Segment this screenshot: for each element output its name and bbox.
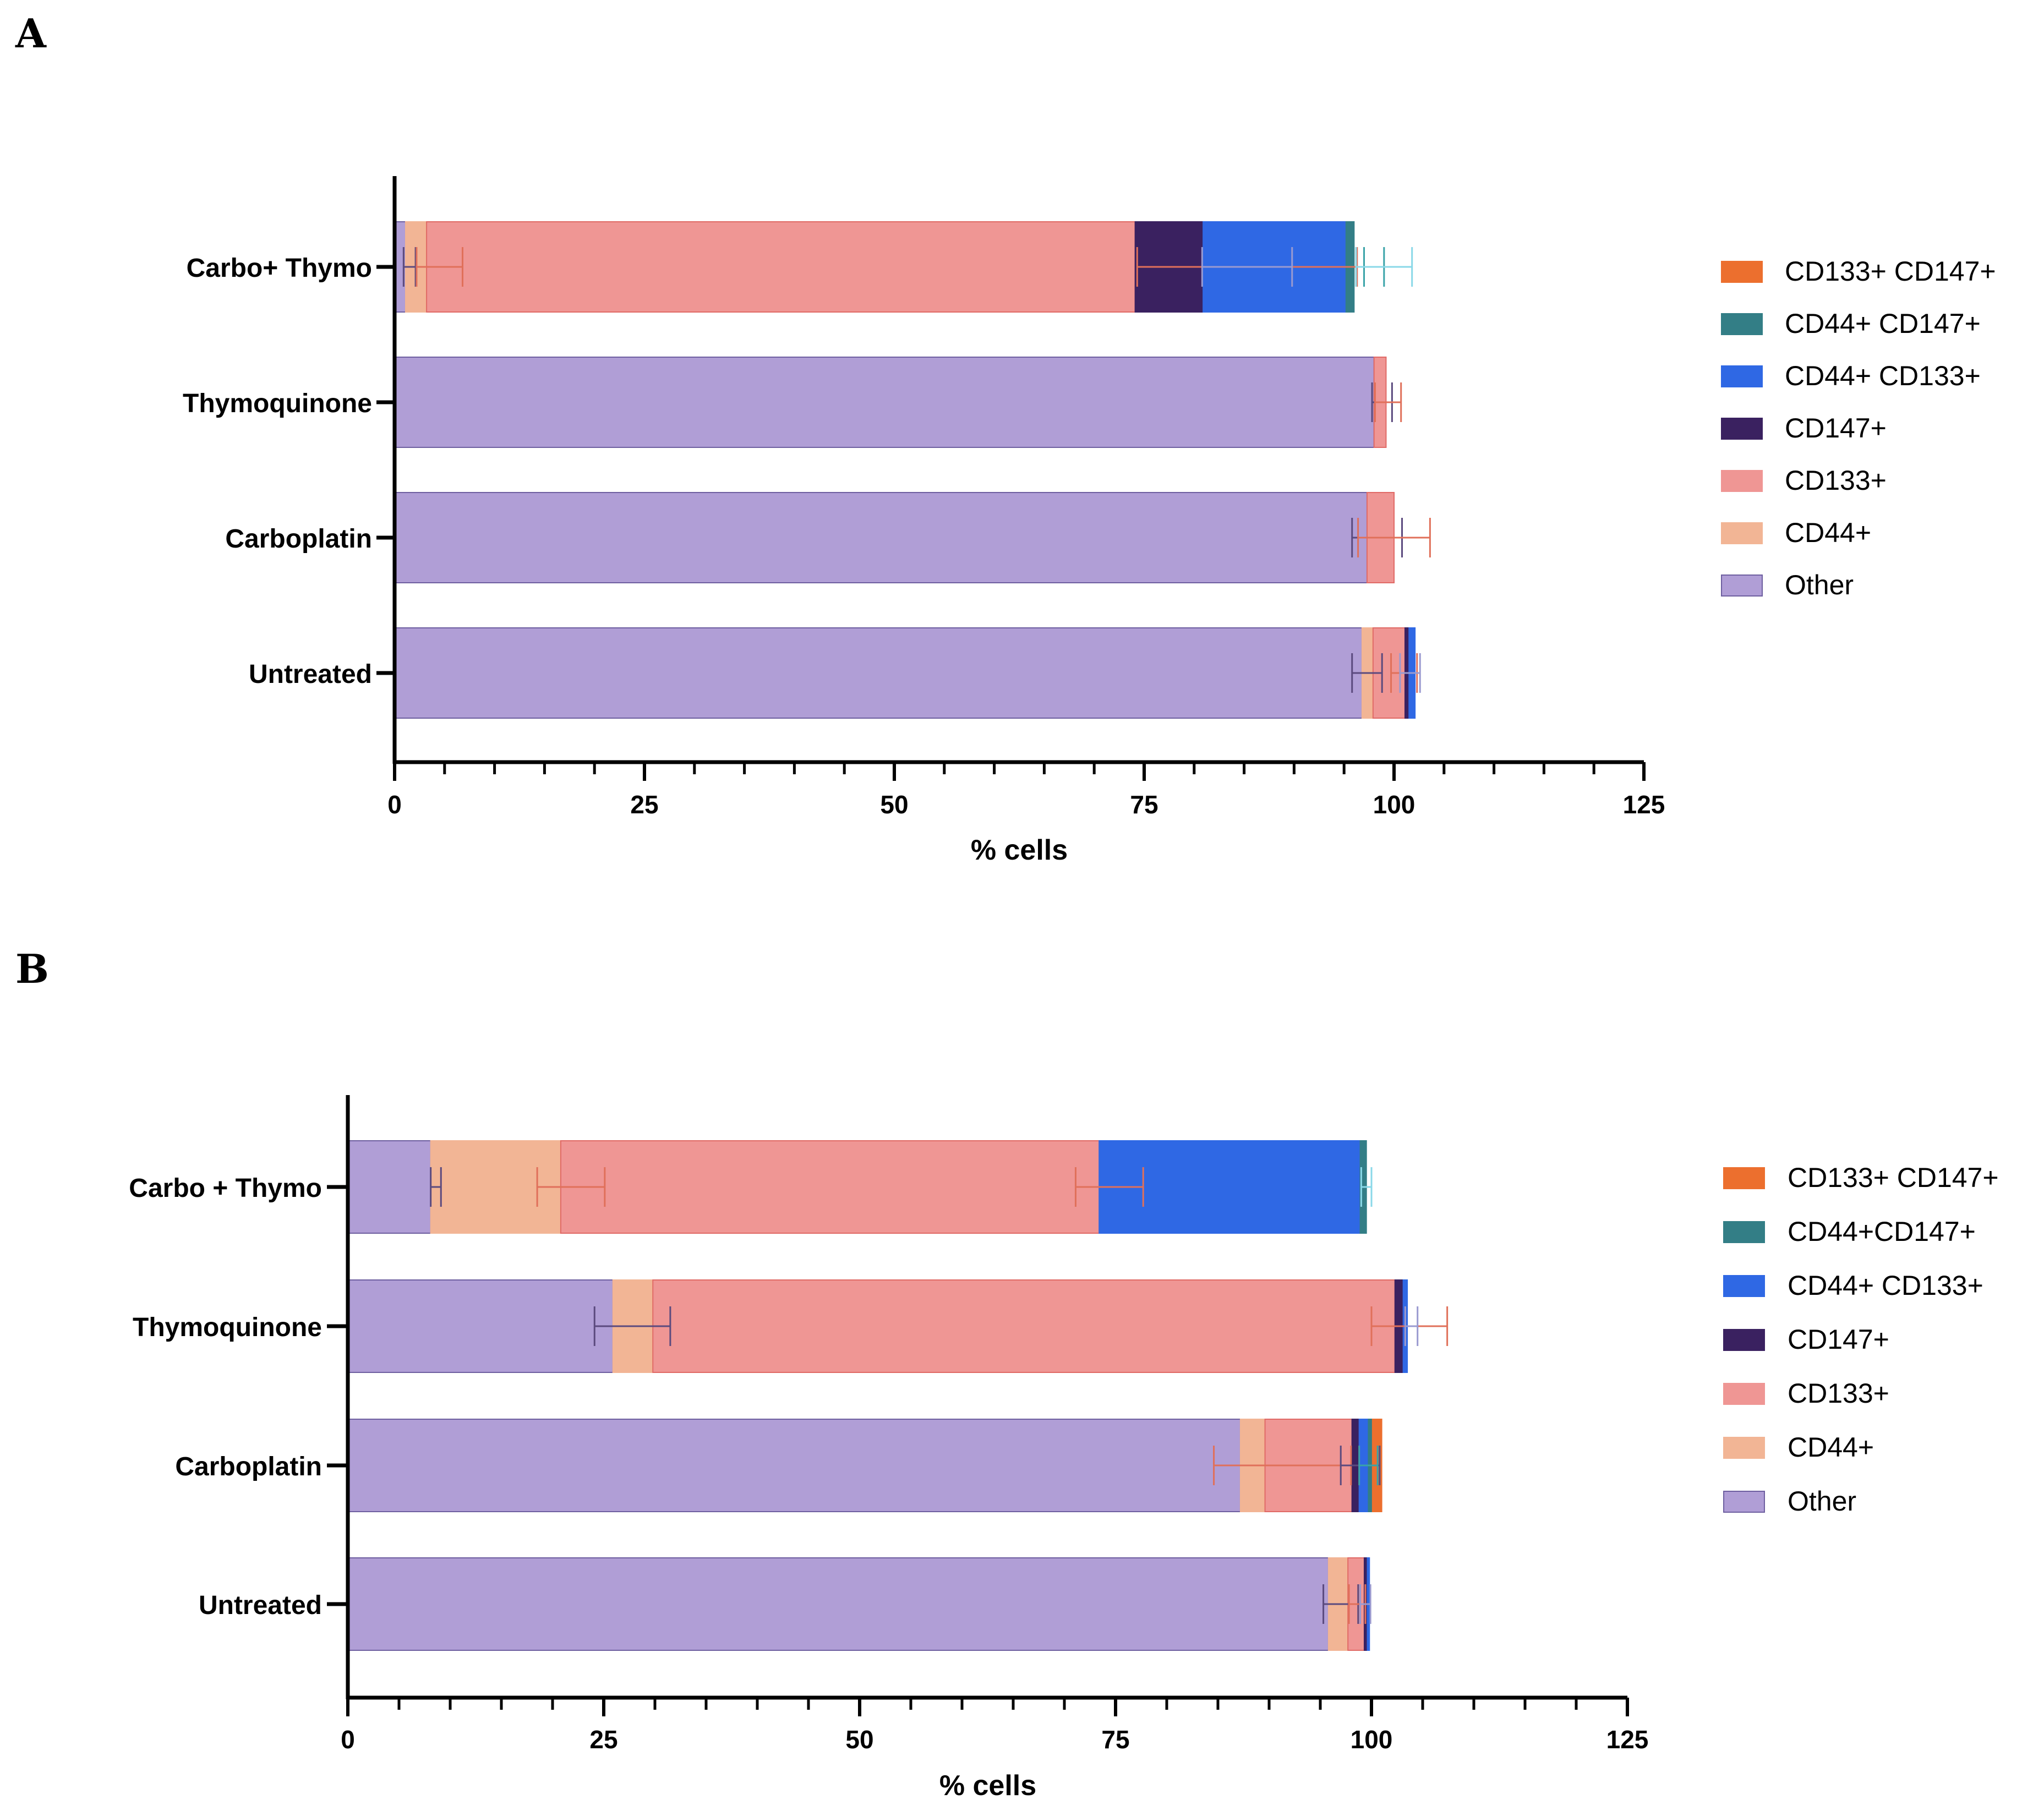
x-tick-label: 50: [880, 790, 908, 819]
legend-label: CD147+: [1788, 1324, 1889, 1355]
bar-segment-other-untreated: [347, 1557, 1329, 1651]
x-tick-label: 0: [387, 790, 402, 819]
legend-swatch-other: [1721, 575, 1763, 597]
category-label-thymoquinone: Thymoquinone: [183, 389, 372, 418]
bar-segment-cd133-carbo-thymo: [560, 1140, 1100, 1234]
x-tick-label: 50: [845, 1725, 873, 1754]
bar-segment-cd133-thymoquinone: [652, 1279, 1396, 1373]
bar-segment-other-untreated: [394, 627, 1363, 719]
bar-segment-other-carbo-thymo: [347, 1140, 431, 1234]
x-axis-title: % cells: [939, 1770, 1036, 1802]
panel-a-letter: A: [15, 10, 47, 57]
legend-label: CD44+CD147+: [1788, 1216, 1976, 1247]
legend-swatch-cd133-cd147: [1723, 1167, 1765, 1189]
legend-swatch-cd133-cd147: [1721, 261, 1763, 283]
bar-segment-other-carboplatin: [394, 492, 1368, 583]
x-tick-label: 100: [1351, 1725, 1393, 1754]
x-tick-label: 100: [1373, 790, 1416, 819]
bar-segment-other-thymoquinone: [347, 1279, 614, 1373]
x-tick-label: 125: [1606, 1725, 1649, 1754]
bar-segment-other-thymoquinone: [394, 357, 1375, 448]
legend-swatch-cd147: [1721, 418, 1763, 440]
category-label-carboplatin: Carboplatin: [175, 1452, 322, 1481]
legend-label: Other: [1785, 570, 1854, 600]
bar-segment-other-carboplatin: [347, 1419, 1241, 1512]
x-tick-label: 25: [630, 790, 658, 819]
legend-label: CD44+ CD133+: [1788, 1270, 1983, 1301]
bars-group: [347, 1140, 1449, 1651]
legend-swatch-other: [1723, 1491, 1765, 1513]
x-tick-label: 75: [1130, 790, 1158, 819]
legend-swatch-cd133: [1721, 470, 1763, 492]
panel-b: B Carbo + Thymo Thymoquinone Carboplatin…: [15, 945, 1999, 1802]
category-label-carboplatin: Carboplatin: [225, 524, 372, 554]
legend-label: CD44+: [1785, 517, 1871, 548]
legend-label: CD133+: [1788, 1378, 1889, 1409]
category-label-untreated: Untreated: [249, 660, 372, 689]
bars-group: [394, 221, 1431, 719]
legend-label: Other: [1788, 1486, 1856, 1517]
legend-swatch-cd44-cd133: [1723, 1275, 1765, 1297]
legend-label: CD44+ CD133+: [1785, 360, 1981, 391]
legend-label: CD133+ CD147+: [1788, 1162, 1999, 1193]
x-axis-title: % cells: [971, 834, 1068, 866]
category-label-carbo-thymo: Carbo + Thymo: [129, 1174, 322, 1203]
legend-swatch-cd147: [1723, 1329, 1765, 1351]
category-label-thymoquinone: Thymoquinone: [133, 1313, 322, 1342]
bar-segment-cd133-carbo-thymo: [426, 221, 1136, 313]
legend-label: CD133+: [1785, 465, 1887, 496]
panel-b-letter: B: [15, 945, 49, 992]
category-label-carbo-thymo: Carbo+ Thymo: [187, 254, 372, 283]
x-tick-label: 0: [341, 1725, 355, 1754]
x-tick-label: 75: [1101, 1725, 1129, 1754]
legend-label: CD147+: [1785, 413, 1887, 444]
legend-swatch-cd44: [1721, 522, 1763, 544]
legend-swatch-cd133: [1723, 1383, 1765, 1405]
legend-label: CD44+: [1788, 1432, 1874, 1463]
legend-label: CD133+ CD147+: [1785, 256, 1996, 287]
panel-a: A Carbo+ Thymo Thymoquinone Carboplatin …: [15, 10, 1996, 866]
x-tick-label: 125: [1623, 790, 1665, 819]
category-label-untreated: Untreated: [199, 1591, 322, 1620]
legend-swatch-cd44-cd147: [1721, 313, 1763, 335]
legend-label: CD44+ CD147+: [1785, 308, 1981, 339]
legend-swatch-cd44-cd133: [1721, 365, 1763, 387]
legend-swatch-cd44: [1723, 1437, 1765, 1459]
x-tick-label: 25: [589, 1725, 617, 1754]
legend-swatch-cd44-cd147: [1723, 1221, 1765, 1243]
